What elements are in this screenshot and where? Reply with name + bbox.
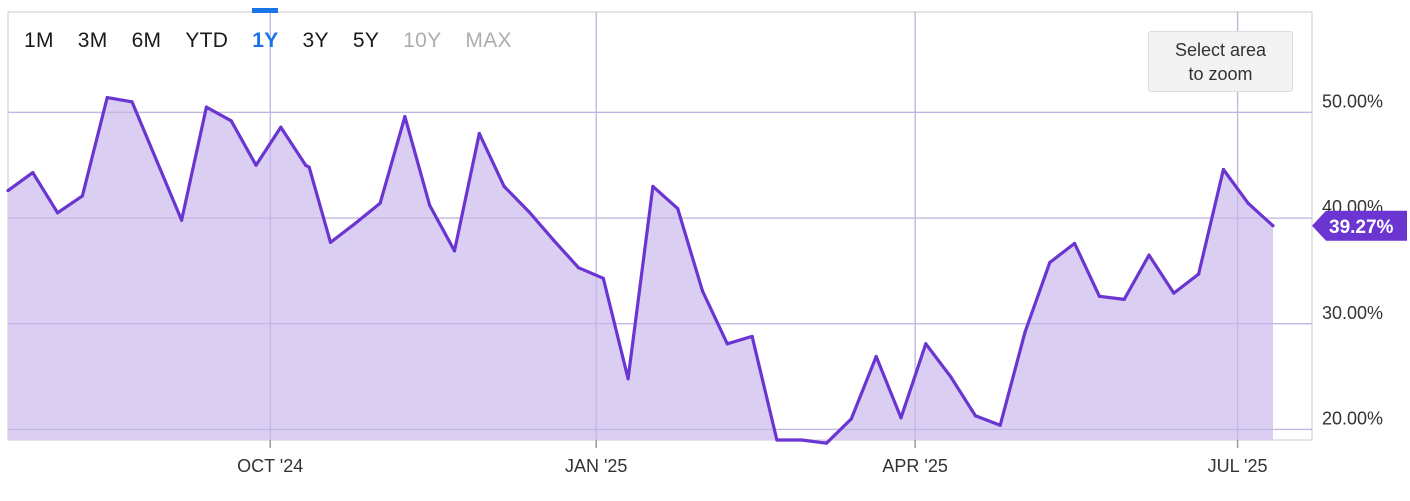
data-point-8 [204, 105, 209, 109]
data-point-4 [105, 96, 109, 100]
data-point-40 [973, 414, 977, 418]
data-point-34 [824, 441, 829, 445]
y-tick-label: 30.00% [1322, 303, 1383, 323]
data-point-12 [304, 163, 308, 167]
x-tick-label: JUL '25 [1208, 456, 1268, 476]
data-point-38 [924, 342, 928, 346]
x-tick-label: OCT '24 [237, 456, 303, 476]
data-point-23 [552, 238, 556, 242]
data-point-36 [874, 354, 878, 359]
range-tab-6m[interactable]: 6M [131, 29, 162, 52]
data-point-9 [229, 119, 233, 123]
range-tab-max: MAX [465, 29, 512, 52]
data-point-45 [1097, 294, 1101, 298]
data-point-33 [800, 438, 804, 442]
data-point-48 [1172, 291, 1176, 295]
data-point-22 [527, 210, 531, 214]
range-selector: 1M 3M 6M YTD 1Y 3Y 5Y 10Y MAX [12, 8, 524, 56]
data-point-10 [254, 163, 258, 167]
range-tab-10y: 10Y [403, 29, 442, 52]
data-point-42 [1023, 330, 1027, 334]
data-point-16 [378, 201, 382, 205]
y-tick-label: 20.00% [1322, 408, 1383, 428]
data-point-50 [1221, 167, 1226, 172]
data-point-19 [452, 249, 457, 253]
data-point-26 [626, 377, 630, 381]
data-point-51 [1246, 201, 1250, 205]
data-point-47 [1147, 253, 1151, 257]
zoom-hint[interactable]: Select area to zoom [1148, 31, 1293, 92]
data-point-52 [1271, 224, 1275, 228]
series-area [8, 97, 1273, 444]
data-point-49 [1197, 272, 1201, 276]
range-tab-3m[interactable]: 3M [77, 29, 108, 52]
range-tab-1m[interactable]: 1M [24, 29, 54, 52]
range-tab-1y[interactable]: 1Y [240, 8, 290, 56]
data-point-44 [1072, 241, 1077, 246]
data-point-28 [676, 206, 680, 211]
data-point-32 [775, 438, 779, 442]
x-tick-label: JAN '25 [565, 456, 627, 476]
data-point-1 [31, 171, 35, 175]
data-point-11 [279, 125, 283, 129]
data-point-37 [899, 416, 903, 420]
data-point-14 [328, 240, 333, 244]
data-point-43 [1048, 260, 1052, 265]
data-point-46 [1122, 297, 1126, 302]
data-point-39 [948, 374, 953, 379]
data-point-5 [130, 100, 134, 104]
zoom-hint-line2: to zoom [1188, 64, 1253, 84]
data-point-18 [428, 203, 432, 207]
data-point-2 [56, 211, 60, 215]
data-point-27 [651, 184, 655, 188]
data-point-17 [403, 115, 407, 119]
data-point-0 [6, 188, 10, 193]
range-tab-3y[interactable]: 3Y [302, 29, 329, 52]
data-point-7 [180, 218, 184, 222]
data-point-3 [80, 194, 85, 198]
data-point-35 [849, 417, 853, 421]
data-point-41 [998, 423, 1002, 427]
data-point-31 [750, 334, 754, 339]
data-point-15 [353, 221, 357, 225]
data-point-30 [725, 342, 729, 346]
data-point-21 [502, 184, 506, 188]
data-point-29 [700, 289, 705, 293]
data-point-6 [155, 159, 159, 163]
range-tab-ytd[interactable]: YTD [185, 29, 229, 52]
x-tick-label: APR '25 [882, 456, 947, 476]
data-point-20 [477, 131, 481, 136]
zoom-hint-line1: Select area [1174, 40, 1267, 60]
data-point-25 [601, 276, 605, 280]
data-point-13 [307, 165, 311, 169]
last-value-badge [1312, 210, 1407, 241]
last-value-label: 39.27% [1329, 217, 1394, 238]
data-point-24 [576, 266, 581, 270]
y-tick-label: 50.00% [1322, 91, 1383, 111]
range-tab-5y[interactable]: 5Y [352, 29, 380, 52]
